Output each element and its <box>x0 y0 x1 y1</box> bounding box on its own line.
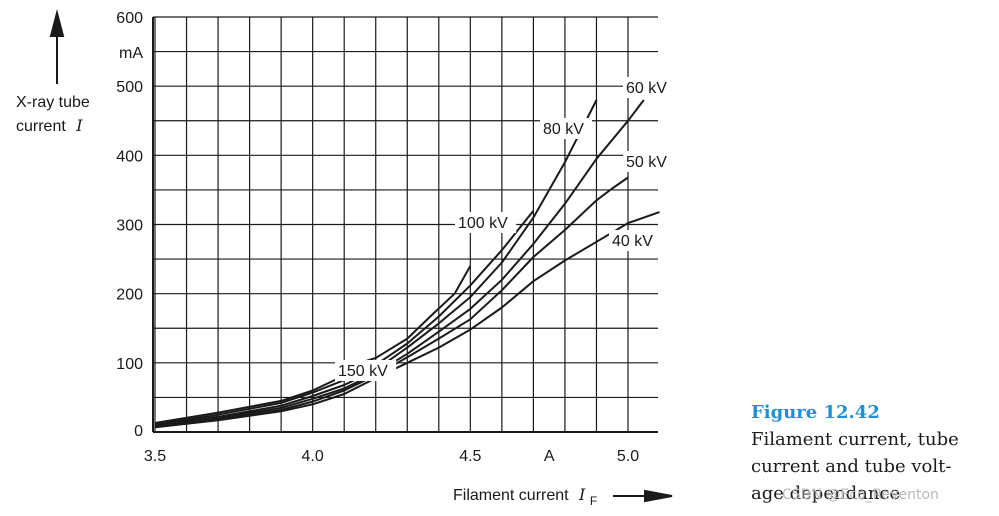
series-label-80kv: 80 kV <box>543 121 584 138</box>
x-axis-arrow-icon <box>613 489 673 503</box>
y-axis-symbol: I <box>75 116 83 135</box>
y-tick-label: 0 <box>134 423 143 440</box>
watermark: CSDN @Eco_Reventon <box>782 487 939 503</box>
series-label-background <box>623 77 675 98</box>
series-label-background <box>623 151 675 172</box>
grid <box>153 16 658 433</box>
y-axis-title-word: current <box>16 118 66 135</box>
series-label-background <box>335 360 397 381</box>
x-axis-symbol-subscript: F <box>590 494 597 508</box>
chart-labels: 0 100 200 300 400 500 600 mA 3.5 4.0 4.5 5.0 A 40 kV 5… <box>116 10 675 465</box>
x-axis-title-word: Filament current <box>453 487 569 504</box>
y-unit-label: mA <box>119 45 143 62</box>
figure-caption-text: Filament current, tube current and tube … <box>751 429 959 504</box>
y-tick-label: 400 <box>116 148 143 165</box>
series-label-background <box>540 118 592 139</box>
series-line-60kv <box>154 99 645 428</box>
series-label-background <box>609 230 661 251</box>
series-line-40kv <box>154 211 660 429</box>
y-axis-title-line1: X-ray tube <box>16 94 90 111</box>
series-label-100kv: 100 kV <box>458 215 508 232</box>
series-label-150kv: 150 kV <box>338 363 388 380</box>
series-label-40kv: 40 kV <box>612 233 653 250</box>
series-line-50kv <box>154 176 629 429</box>
y-tick-label: 100 <box>116 356 143 373</box>
x-tick-label: 4.0 <box>302 448 324 465</box>
x-unit-label: A <box>544 448 555 465</box>
axes <box>152 17 658 433</box>
y-axis-arrow-icon <box>49 9 65 84</box>
x-tick-label: 4.5 <box>459 448 481 465</box>
x-tick-label: 5.0 <box>617 448 639 465</box>
y-tick-label: 500 <box>116 79 143 96</box>
series-label-background <box>455 212 517 233</box>
figure-number: Figure 12.42 <box>751 402 880 423</box>
y-tick-label: 300 <box>116 218 143 235</box>
series-label-60kv: 60 kV <box>626 80 667 97</box>
series-line-80kv <box>154 99 598 427</box>
y-axis-title-line2: current I <box>16 116 83 135</box>
x-axis-title: Filament current I F <box>453 485 597 508</box>
x-axis-symbol: I <box>578 485 586 504</box>
series-label-50kv: 50 kV <box>626 154 667 171</box>
x-tick-label: 3.5 <box>144 448 166 465</box>
y-tick-label: 200 <box>116 287 143 304</box>
y-tick-label: 600 <box>116 10 143 27</box>
figure-caption: Figure 12.42 Filament current, tube curr… <box>751 400 991 507</box>
